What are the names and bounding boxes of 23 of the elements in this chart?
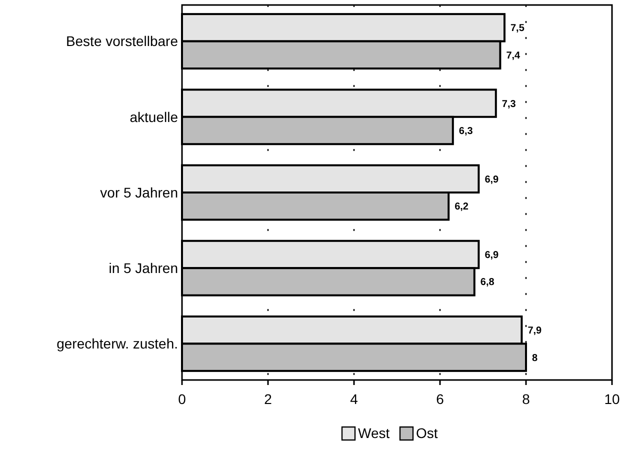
data-label: 6,2 <box>454 202 469 213</box>
data-label: 8 <box>532 352 538 364</box>
y-tick-label: in 5 Jahren <box>108 260 178 276</box>
x-tick-label: 10 <box>604 391 620 407</box>
data-label: 6,8 <box>480 277 495 288</box>
data-label: 7,9 <box>528 326 542 337</box>
x-tick-label: 8 <box>522 391 530 407</box>
y-tick-label: vor 5 Jahren <box>100 184 178 200</box>
x-tick-label: 6 <box>436 391 444 407</box>
data-label: 7,5 <box>510 23 525 34</box>
data-label: 6,9 <box>484 250 500 261</box>
x-tick-label: 0 <box>178 391 186 407</box>
y-tick-label: gerechterw. zusteh. <box>56 336 178 352</box>
data-label: 7,4 <box>506 50 521 62</box>
data-label: 6,9 <box>484 174 500 186</box>
legend-label: Ost <box>416 424 438 441</box>
data-label: 7,3 <box>502 98 516 110</box>
legend-label: West <box>358 424 390 441</box>
y-tick-label: aktuelle <box>130 108 178 125</box>
y-tick-label: Beste vorstellbare <box>66 33 178 50</box>
data-label: 6,3 <box>458 126 474 138</box>
x-tick-label: 4 <box>350 391 358 407</box>
x-tick-label: 2 <box>264 391 272 407</box>
